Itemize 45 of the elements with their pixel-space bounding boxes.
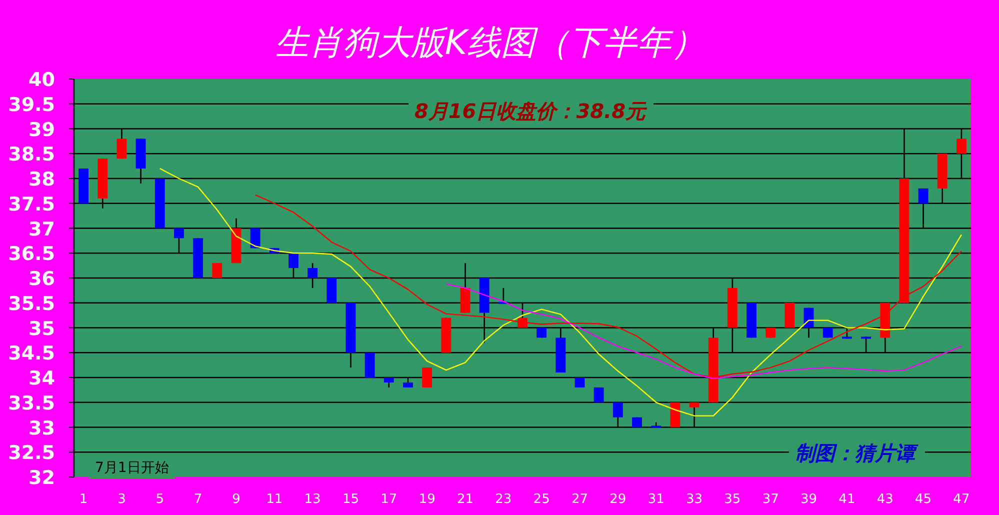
x-tick-label: 43 — [876, 492, 894, 507]
x-tick-label: 15 — [342, 492, 360, 507]
x-tick-label: 3 — [118, 492, 126, 507]
y-tick-label: 32 — [28, 467, 55, 489]
x-tick-label: 23 — [495, 492, 512, 507]
annotation: 制图：猜片谭 — [795, 441, 919, 465]
x-tick-label: 47 — [953, 492, 970, 507]
annotation: 7月1日开始 — [95, 460, 169, 476]
chart-title: 生肖狗大版K线图（下半年） — [274, 23, 706, 63]
x-tick-label: 25 — [533, 492, 550, 507]
y-tick-label: 39.5 — [8, 94, 55, 116]
x-tick-label: 29 — [610, 492, 626, 507]
y-tick-label: 37.5 — [8, 193, 55, 216]
y-tick-label: 35 — [28, 318, 55, 340]
y-tick-label: 32.5 — [8, 442, 55, 464]
x-tick-label: 11 — [266, 492, 283, 507]
x-tick-label: 45 — [915, 492, 932, 507]
y-tick-label: 40 — [28, 69, 55, 91]
x-tick-label: 9 — [232, 492, 240, 507]
x-tick-label: 1 — [79, 492, 88, 507]
x-tick-label: 7 — [194, 492, 202, 507]
x-tick-label: 33 — [686, 492, 703, 507]
x-tick-label: 17 — [380, 492, 398, 507]
x-tick-label: 39 — [800, 492, 818, 507]
y-tick-label: 33 — [28, 417, 55, 440]
y-tick-label: 35.5 — [8, 292, 55, 315]
y-tick-label: 36 — [28, 268, 55, 290]
x-tick-label: 19 — [418, 492, 436, 507]
annotation: 8月16日收盘价：38.8元 — [414, 99, 648, 123]
y-tick-label: 34 — [28, 368, 55, 390]
y-tick-label: 37 — [28, 218, 55, 240]
y-tick-label: 38.5 — [8, 144, 55, 166]
y-tick-label: 36.5 — [8, 243, 55, 266]
y-tick-label: 34.5 — [8, 342, 55, 365]
x-tick-label: 31 — [648, 492, 664, 507]
x-tick-label: 37 — [762, 492, 779, 507]
x-tick-label: 27 — [571, 492, 588, 507]
y-tick-label: 39 — [28, 118, 55, 141]
x-tick-label: 13 — [304, 492, 321, 507]
x-tick-label: 5 — [156, 492, 164, 507]
x-tick-label: 21 — [456, 492, 474, 507]
y-tick-label: 38 — [28, 168, 55, 190]
y-tick-label: 33.5 — [8, 392, 55, 414]
x-tick-label: 35 — [724, 492, 741, 507]
x-tick-label: 41 — [838, 492, 856, 507]
